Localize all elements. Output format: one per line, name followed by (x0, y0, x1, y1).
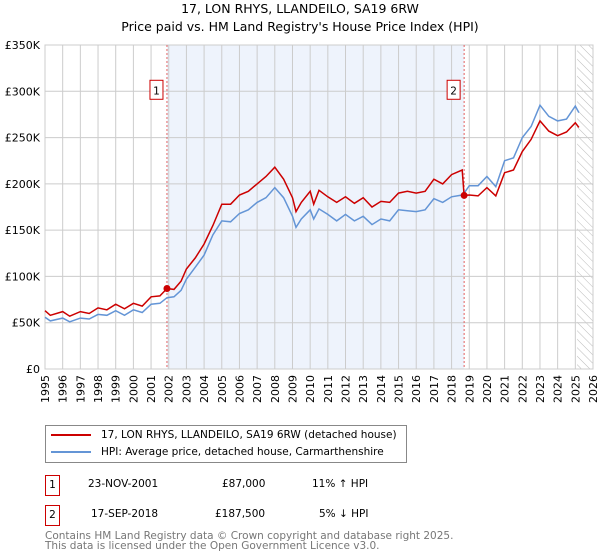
x-tick-label: 2005 (216, 375, 229, 403)
legend: 17, LON RHYS, LLANDEILO, SA19 6RW (detac… (45, 425, 407, 463)
x-tick-label: 2020 (481, 375, 494, 403)
x-tick-label: 1996 (57, 375, 70, 403)
footer: Contains HM Land Registry data © Crown c… (45, 530, 454, 552)
x-tick-label: 2014 (375, 375, 388, 403)
sale-price: £87,000 (222, 478, 266, 490)
x-tick-label: 2024 (552, 375, 565, 403)
x-tick-label: 2011 (322, 375, 335, 403)
x-tick-label: 2007 (251, 375, 264, 403)
footer-licence: This data is licensed under the Open Gov… (45, 540, 380, 552)
x-tick-label: 2010 (304, 375, 317, 403)
chart-subtitle: Price paid vs. HM Land Registry's House … (121, 19, 479, 34)
x-tick-label: 2006 (233, 375, 246, 403)
ownership-shade (166, 45, 465, 369)
x-tick-label: 2002 (163, 375, 176, 403)
legend-item-hpi: HPI: Average price, detached house, Carm… (51, 444, 384, 460)
chart-title: 17, LON RHYS, LLANDEILO, SA19 6RW (181, 1, 419, 16)
x-tick-label: 2023 (534, 375, 547, 403)
y-tick-label: £200K (5, 178, 41, 191)
sale-hpi-diff: 5% ↓ HPI (319, 508, 369, 520)
sale-hpi-diff: 11% ↑ HPI (312, 478, 369, 490)
x-tick-label: 1998 (92, 375, 105, 403)
x-tick-label: 2000 (127, 375, 140, 403)
sale-date: 17-SEP-2018 (91, 508, 159, 520)
x-tick-label: 1997 (74, 375, 87, 403)
y-tick-label: £300K (5, 85, 41, 98)
price-chart: 1995 1996 1997 1998 1999 2000 2001 2002 2003 2004… (5, 39, 600, 403)
y-tick-label: £350K (5, 39, 41, 52)
legend-label: HPI: Average price, detached house, Carm… (101, 446, 384, 458)
x-tick-label: 2026 (587, 375, 600, 403)
x-tick-label: 2012 (340, 375, 353, 403)
property-line (44, 119, 580, 318)
sale-label: 2 (450, 85, 457, 97)
sale-point (163, 284, 171, 292)
forecast-hatch (577, 45, 593, 369)
x-tick-label: 2016 (410, 375, 423, 403)
sale-price: £187,500 (215, 508, 266, 520)
x-tick-label: 2015 (393, 375, 406, 403)
table-row: 1 23-NOV-2001 £87,000 11% ↑ HPI (45, 475, 425, 496)
y-tick-label: £0 (26, 363, 40, 376)
x-tick-label: 2019 (463, 375, 476, 403)
table-row: 2 17-SEP-2018 £187,500 5% ↓ HPI (45, 505, 425, 526)
sale-point (460, 191, 468, 199)
sale-badge: 2 (45, 505, 60, 526)
footer-copyright: Contains HM Land Registry data © Crown c… (45, 530, 454, 542)
sale-label-box (446, 79, 461, 100)
y-tick-label: £100K (5, 270, 41, 283)
x-tick-label: 2025 (569, 375, 582, 403)
x-tick-label: 2003 (180, 375, 193, 403)
legend-swatch-property (51, 434, 91, 436)
y-tick-label: £150K (5, 224, 41, 237)
x-tick-label: 2021 (499, 375, 512, 403)
sale-label-box (149, 79, 164, 100)
legend-label: 17, LON RHYS, LLANDEILO, SA19 6RW (detac… (101, 429, 397, 441)
x-tick-label: 2009 (286, 375, 299, 403)
sale-date: 23-NOV-2001 (88, 478, 159, 490)
x-tick-label: 1995 (39, 375, 52, 403)
x-tick-label: 2001 (145, 375, 158, 403)
hpi-line (44, 103, 580, 323)
x-tick-label: 2004 (198, 375, 211, 403)
x-tick-label: 2018 (446, 375, 459, 403)
x-tick-label: 1999 (110, 375, 123, 403)
plot-frame (44, 44, 594, 370)
y-tick-label: £50K (12, 317, 41, 330)
x-tick-label: 2013 (357, 375, 370, 403)
sale-badge: 1 (45, 475, 60, 496)
x-tick-label: 2022 (516, 375, 529, 403)
legend-item-property: 17, LON RHYS, LLANDEILO, SA19 6RW (detac… (51, 427, 397, 443)
legend-swatch-hpi (51, 451, 91, 453)
y-tick-label: £250K (5, 132, 41, 145)
x-tick-label: 2008 (269, 375, 282, 403)
x-tick-label: 2017 (428, 375, 441, 403)
sale-label: 1 (153, 85, 160, 97)
